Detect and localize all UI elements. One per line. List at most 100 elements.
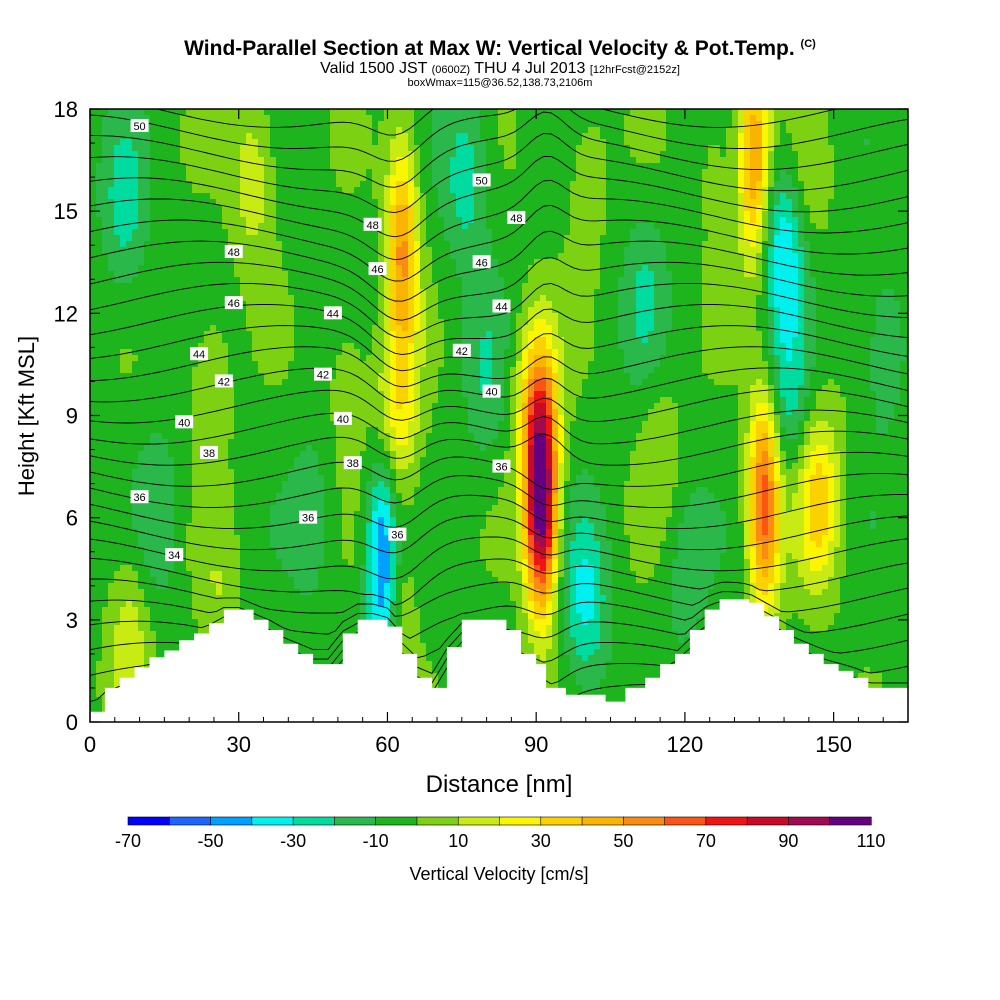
terrain xyxy=(90,599,908,722)
contour-label: 42 xyxy=(314,367,333,382)
x-tick-label: 0 xyxy=(84,732,96,757)
colorbar-swatch xyxy=(499,816,542,826)
contour-label-text: 44 xyxy=(327,308,339,320)
colorbar-swatch xyxy=(334,816,377,826)
contour-label: 36 xyxy=(388,527,407,542)
contour-label-text: 42 xyxy=(456,346,468,358)
chart-subtitle: Valid 1500 JST (0600Z) THU 4 Jul 2013 [1… xyxy=(0,60,1000,78)
contour-label: 44 xyxy=(190,347,209,361)
contour-label-text: 36 xyxy=(391,530,403,542)
x-tick-label: 60 xyxy=(375,732,399,757)
forecast-info: [12hrFcst@2152z] xyxy=(589,64,680,76)
contour-label: 42 xyxy=(452,343,471,358)
contour-label: 46 xyxy=(224,296,243,310)
contour-label: 38 xyxy=(343,456,362,470)
contour-label-text: 40 xyxy=(485,387,497,399)
contour-labels: 50 48 46 44 42 40 38 36 34 36 44 42 40 38 48 46 36 50 48 46… xyxy=(130,119,526,562)
contour-label-text: 44 xyxy=(193,349,205,361)
contour-label-text: 50 xyxy=(133,121,145,133)
contour-label: 44 xyxy=(492,299,511,314)
colorbar-swatch xyxy=(375,816,418,826)
colorbar-swatch xyxy=(623,816,666,826)
contour-label: 44 xyxy=(323,306,342,320)
contour-label-text: 36 xyxy=(302,513,314,525)
contour-label-text: 40 xyxy=(178,417,190,429)
colorbar-tick-label: -50 xyxy=(198,831,224,851)
contour-label: 40 xyxy=(482,384,501,399)
colorbar-swatch xyxy=(210,816,253,826)
colorbar-tick-label: -10 xyxy=(363,831,389,851)
contour-label-text: 44 xyxy=(495,302,507,314)
y-tick-label: 9 xyxy=(66,404,78,429)
colorbar-swatch xyxy=(705,816,748,826)
colorbar-tick-label: 50 xyxy=(613,831,633,851)
contour-label-text: 42 xyxy=(317,370,329,382)
colorbar-tick-label: 90 xyxy=(778,831,798,851)
colorbar-swatch xyxy=(540,816,583,826)
colorbar-tick-label: -70 xyxy=(115,831,141,851)
colorbar-swatch xyxy=(457,816,501,826)
y-tick-label: 6 xyxy=(66,506,78,531)
x-tick-label: 90 xyxy=(524,732,548,757)
colorbar-swatch xyxy=(788,816,831,826)
y-tick-label: 12 xyxy=(54,301,78,326)
contour-label-text: 46 xyxy=(476,257,488,269)
colorbar-swatch xyxy=(664,816,707,826)
y-tick-label: 0 xyxy=(66,710,78,735)
contour-label-text: 36 xyxy=(495,462,507,474)
contour-label: 48 xyxy=(363,217,382,232)
contour-label: 48 xyxy=(224,245,243,259)
colorbar-swatch xyxy=(168,816,212,826)
colorbar: -70 -50 -30 -10 10 30 50 70 90 110 xyxy=(115,816,886,851)
contour-label-text: 36 xyxy=(133,492,145,504)
x-tick-label: 150 xyxy=(815,732,852,757)
colorbar-tick-label: 110 xyxy=(857,831,886,851)
colorbar-swatch xyxy=(127,816,170,826)
contour-label: 36 xyxy=(299,510,318,525)
contour-label: 48 xyxy=(507,210,526,225)
valid-time: Valid 1500 JST xyxy=(320,60,428,77)
x-tick-label: 30 xyxy=(226,732,250,757)
contour-label: 46 xyxy=(472,255,491,269)
x-tick-label: 120 xyxy=(667,732,704,757)
contour-label-text: 34 xyxy=(168,550,180,562)
contour-label-text: 38 xyxy=(203,448,215,460)
contour-label-text: 48 xyxy=(510,213,522,225)
colorbar-tick-label: 10 xyxy=(448,831,468,851)
colorbar-swatch xyxy=(251,816,294,826)
colorbar-swatch xyxy=(829,816,872,826)
contour-label-text: 40 xyxy=(337,414,349,426)
y-tick-label: 18 xyxy=(54,97,78,122)
contour-label-text: 50 xyxy=(476,176,488,188)
colorbar-tick-label: 70 xyxy=(696,831,716,851)
chart-title: Wind-Parallel Section at Max W: Vertical… xyxy=(0,37,1000,61)
contour-label-text: 46 xyxy=(371,264,383,276)
colorbar-swatch xyxy=(746,816,790,826)
copyright-mark: (C) xyxy=(800,38,816,50)
y-tick-label: 15 xyxy=(54,199,78,224)
contour-label-text: 48 xyxy=(228,247,240,259)
contour-label: 40 xyxy=(175,415,194,429)
contour-label: 40 xyxy=(333,411,352,426)
contour-label-text: 48 xyxy=(366,220,378,232)
chart-title-text: Wind-Parallel Section at Max W: Vertical… xyxy=(184,37,795,60)
colorbar-swatch xyxy=(416,816,459,826)
valid-date: THU 4 Jul 2013 xyxy=(474,60,586,77)
contour-label: 50 xyxy=(472,173,491,188)
x-axis-label: Distance [nm] xyxy=(426,771,573,798)
valid-time-z: (0600Z) xyxy=(431,64,471,76)
y-axis-label: Height [Kft MSL] xyxy=(14,336,39,496)
contour-label: 36 xyxy=(492,459,511,474)
contour-label-text: 42 xyxy=(218,376,230,388)
colorbar-tick-label: 30 xyxy=(531,831,551,851)
colorbar-swatch xyxy=(292,816,335,826)
contour-label: 46 xyxy=(368,262,387,276)
contour-label: 42 xyxy=(214,374,233,388)
contour-label-text: 38 xyxy=(347,458,359,470)
y-tick-label: 3 xyxy=(66,608,78,633)
contour-label: 38 xyxy=(199,445,218,460)
colorbar-label: Vertical Velocity [cm/s] xyxy=(409,864,588,884)
colorbar-tick-label: -30 xyxy=(280,831,306,851)
